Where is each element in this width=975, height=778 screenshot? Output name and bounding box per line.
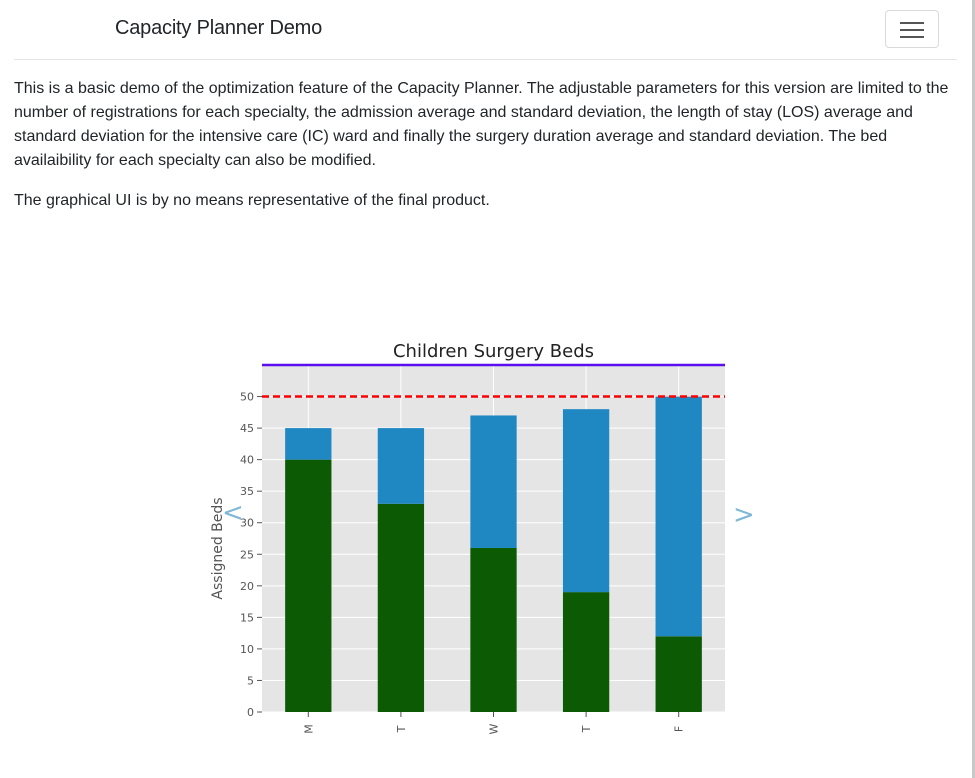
navbar-toggler-button[interactable]	[885, 10, 939, 48]
navbar: Capacity Planner Demo	[14, 0, 957, 60]
intro-disclaimer: The graphical UI is by no means represen…	[14, 192, 490, 209]
intro-section: This is a basic demo of the optimization…	[14, 77, 959, 229]
chart-title: Children Surgery Beds	[393, 341, 594, 362]
bed-chart: Children Surgery Beds 0 5 10 15 20 25 30 35 40 45 5…	[210, 341, 725, 734]
x-tick-label: T	[395, 725, 408, 733]
x-tick-label: F	[673, 726, 686, 732]
y-tick-label: 20	[240, 580, 254, 593]
carousel-prev-button[interactable]: <	[222, 498, 244, 528]
intro-paragraph: This is a basic demo of the optimization…	[14, 80, 949, 169]
y-tick-label: 0	[247, 706, 254, 719]
navbar-brand[interactable]: Capacity Planner Demo	[115, 17, 323, 39]
carousel-next-button[interactable]: >	[733, 500, 755, 530]
x-tick-label: M	[302, 724, 315, 734]
bar-remaining-0	[285, 428, 332, 460]
y-tick-label: 5	[247, 674, 254, 687]
y-tick-label: 10	[240, 643, 254, 656]
bar-remaining-4	[655, 396, 702, 637]
bar-remaining-3	[562, 409, 610, 593]
y-tick-label: 45	[240, 422, 254, 435]
x-tick-label: T	[580, 725, 593, 733]
y-tick-label: 15	[240, 611, 254, 624]
window-edge	[972, 0, 975, 778]
chart-container: Children Surgery Beds 0 5 10 15 20 25 30 35 40 45 5…	[195, 335, 755, 755]
bar-assigned-2	[470, 547, 517, 712]
bar-remaining-1	[377, 428, 425, 504]
bar-assigned-3	[562, 592, 610, 712]
x-tick-label: W	[488, 723, 501, 734]
y-tick-label: 40	[240, 454, 254, 467]
bar-assigned-1	[377, 503, 425, 712]
bar-assigned-0	[285, 459, 332, 712]
y-tick-label: 50	[240, 391, 254, 404]
y-tick-label: 30	[240, 517, 254, 530]
y-axis-label: Assigned Beds	[210, 497, 226, 599]
bar-assigned-4	[655, 636, 702, 712]
y-tick-label: 35	[240, 485, 254, 498]
y-tick-label: 25	[240, 548, 254, 561]
bar-remaining-2	[470, 415, 517, 548]
